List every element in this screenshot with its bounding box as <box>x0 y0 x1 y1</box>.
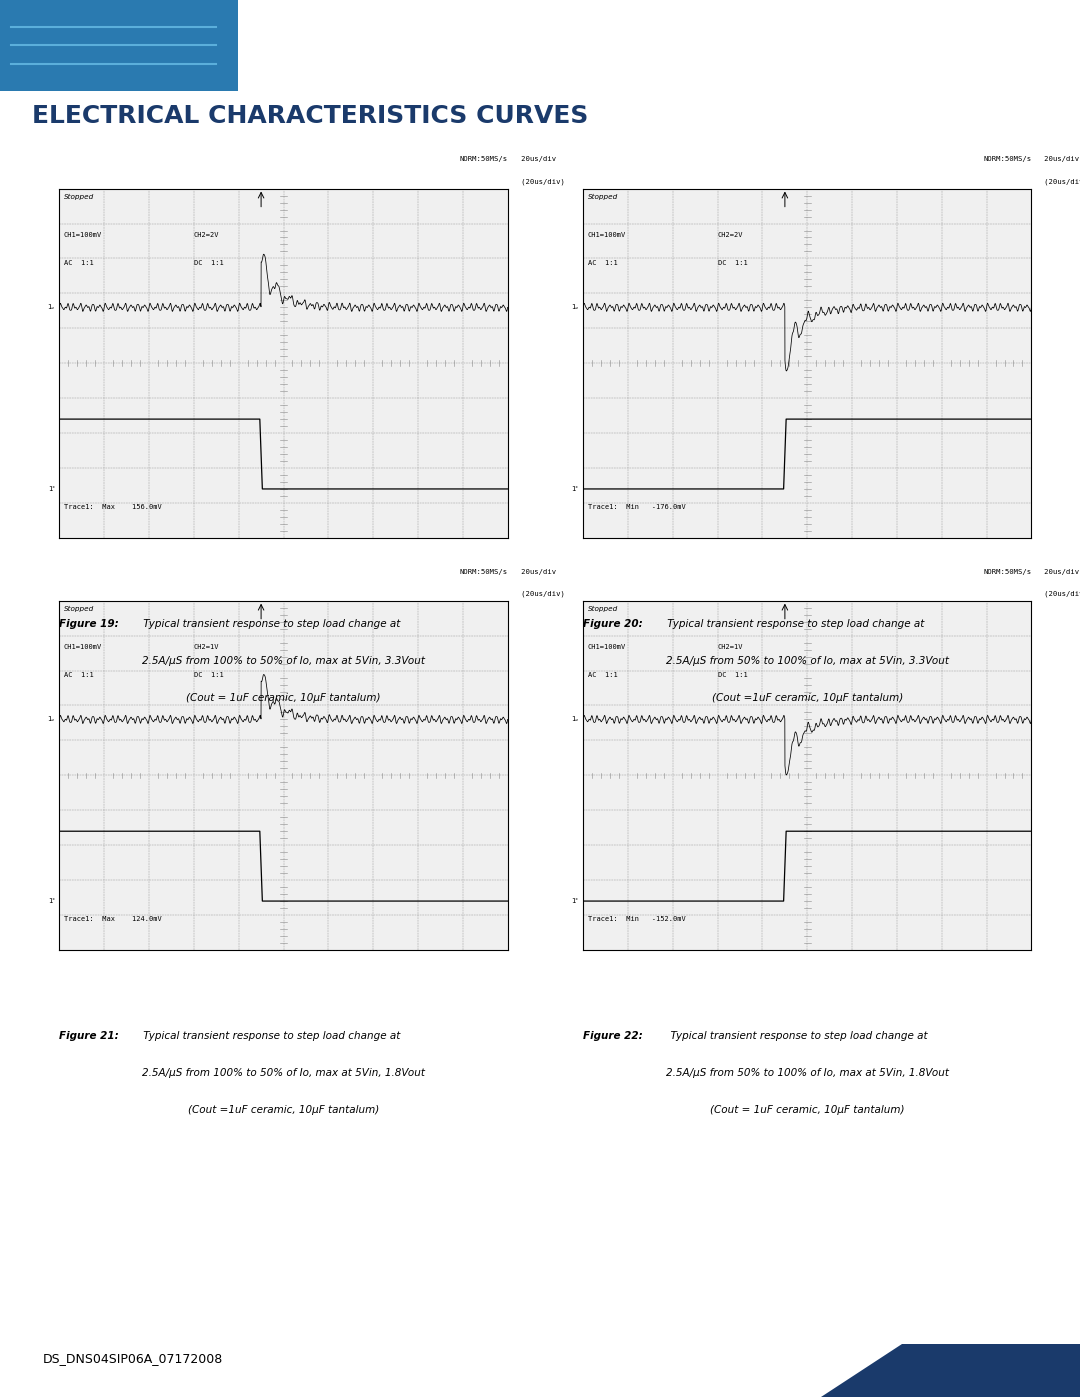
Text: 1ᶜ: 1ᶜ <box>48 486 55 492</box>
Text: CH2=2V: CH2=2V <box>718 232 743 239</box>
Text: Typical transient response to step load change at: Typical transient response to step load … <box>664 1031 928 1041</box>
Polygon shape <box>821 1344 1080 1397</box>
Text: 1ᶜ: 1ᶜ <box>571 898 579 904</box>
Text: Trace1:  Min   -176.0mV: Trace1: Min -176.0mV <box>588 504 686 510</box>
Text: CH2=1V: CH2=1V <box>718 644 743 651</box>
FancyBboxPatch shape <box>0 0 238 91</box>
Text: CH1=100mV: CH1=100mV <box>64 232 103 239</box>
Text: (20us/div): (20us/div) <box>1031 179 1080 186</box>
Text: 1ᶜ: 1ᶜ <box>571 486 579 492</box>
Text: AC  1:1: AC 1:1 <box>64 672 94 679</box>
Text: CH2=2V: CH2=2V <box>194 232 219 239</box>
Text: ELECTRICAL CHARACTERISTICS CURVES: ELECTRICAL CHARACTERISTICS CURVES <box>32 103 589 129</box>
Text: AC  1:1: AC 1:1 <box>588 260 618 267</box>
Text: 2.5A/μS from 50% to 100% of Io, max at 5Vin, 3.3Vout: 2.5A/μS from 50% to 100% of Io, max at 5… <box>665 657 949 666</box>
Text: 1ᵥ: 1ᵥ <box>571 305 579 310</box>
Text: CH2=1V: CH2=1V <box>194 644 219 651</box>
Text: 6: 6 <box>1015 1351 1026 1366</box>
Text: 2.5A/μS from 100% to 50% of Io, max at 5Vin, 3.3Vout: 2.5A/μS from 100% to 50% of Io, max at 5… <box>141 657 426 666</box>
Text: 1ᶜ: 1ᶜ <box>48 898 55 904</box>
Text: (20us/div): (20us/div) <box>508 179 565 186</box>
Text: Figure 19:: Figure 19: <box>59 619 119 629</box>
Text: Typical transient response to step load change at: Typical transient response to step load … <box>664 619 924 629</box>
Text: Figure 22:: Figure 22: <box>583 1031 643 1041</box>
Text: Stopped: Stopped <box>588 606 618 612</box>
Text: CH1=100mV: CH1=100mV <box>64 644 103 651</box>
Text: Trace1:  Min   -152.0mV: Trace1: Min -152.0mV <box>588 916 686 922</box>
Text: Stopped: Stopped <box>588 194 618 200</box>
Text: AC  1:1: AC 1:1 <box>64 260 94 267</box>
Text: Figure 21:: Figure 21: <box>59 1031 119 1041</box>
Text: DS_DNS04SIP06A_07172008: DS_DNS04SIP06A_07172008 <box>43 1352 224 1365</box>
Text: 2.5A/μS from 100% to 50% of Io, max at 5Vin, 1.8Vout: 2.5A/μS from 100% to 50% of Io, max at 5… <box>141 1069 426 1078</box>
Text: (20us/div): (20us/div) <box>508 591 565 598</box>
Text: 20us/div: 20us/div <box>1031 569 1080 574</box>
Text: (Cout =1uF ceramic, 10μF tantalum): (Cout =1uF ceramic, 10μF tantalum) <box>712 693 903 703</box>
Text: 1ᵥ: 1ᵥ <box>48 305 55 310</box>
Text: 2.5A/μS from 50% to 100% of Io, max at 5Vin, 1.8Vout: 2.5A/μS from 50% to 100% of Io, max at 5… <box>665 1069 949 1078</box>
Text: Typical transient response to step load change at: Typical transient response to step load … <box>140 619 401 629</box>
Text: AC  1:1: AC 1:1 <box>588 672 618 679</box>
Text: Figure 20:: Figure 20: <box>583 619 643 629</box>
Text: 20us/div: 20us/div <box>508 156 556 162</box>
Text: DC  1:1: DC 1:1 <box>718 672 747 679</box>
Text: Trace1:  Max    124.0mV: Trace1: Max 124.0mV <box>64 916 162 922</box>
Text: (Cout =1uF ceramic, 10μF tantalum): (Cout =1uF ceramic, 10μF tantalum) <box>188 1105 379 1115</box>
Text: 20us/div: 20us/div <box>1031 156 1080 162</box>
Text: CH1=100mV: CH1=100mV <box>588 232 626 239</box>
Text: 1ᵥ: 1ᵥ <box>48 717 55 722</box>
Text: Typical transient response to step load change at: Typical transient response to step load … <box>140 1031 401 1041</box>
Text: 1ᵥ: 1ᵥ <box>571 717 579 722</box>
Text: (Cout = 1uF ceramic, 10μF tantalum): (Cout = 1uF ceramic, 10μF tantalum) <box>710 1105 905 1115</box>
Text: NORM:50MS/s: NORM:50MS/s <box>459 156 508 162</box>
Text: NORM:50MS/s: NORM:50MS/s <box>459 569 508 574</box>
Text: CH1=100mV: CH1=100mV <box>588 644 626 651</box>
Text: DC  1:1: DC 1:1 <box>718 260 747 267</box>
Text: 20us/div: 20us/div <box>508 569 556 574</box>
Text: Trace1:  Max    156.0mV: Trace1: Max 156.0mV <box>64 504 162 510</box>
Text: NORM:50MS/s: NORM:50MS/s <box>983 569 1031 574</box>
Text: DC  1:1: DC 1:1 <box>194 260 224 267</box>
Text: DC  1:1: DC 1:1 <box>194 672 224 679</box>
Text: Stopped: Stopped <box>64 194 94 200</box>
Text: (Cout = 1uF ceramic, 10μF tantalum): (Cout = 1uF ceramic, 10μF tantalum) <box>186 693 381 703</box>
Text: (20us/div): (20us/div) <box>1031 591 1080 598</box>
Text: NORM:50MS/s: NORM:50MS/s <box>983 156 1031 162</box>
Text: Stopped: Stopped <box>64 606 94 612</box>
